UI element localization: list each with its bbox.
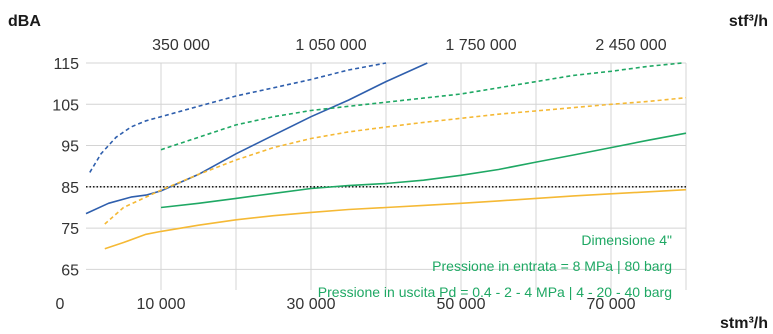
series-lines	[85, 62, 687, 250]
series-line-1	[89, 62, 387, 173]
x-tick-label: 30 000	[287, 296, 336, 313]
y-tick-label: 65	[61, 262, 79, 279]
annotation-outlet-pressure: Pressione in uscita Pd = 0.4 - 2 - 4 MPa…	[318, 284, 672, 300]
y-tick-labels: 115 105 95 85 75 65	[52, 56, 79, 279]
y-tick-label: 105	[52, 97, 79, 114]
annotation-size: Dimensione 4"	[581, 232, 672, 248]
x-tick-label: 50 000	[437, 296, 486, 313]
x2-axis-label: stf³/h	[729, 13, 768, 30]
series-line-2	[85, 62, 428, 215]
x-axis-label: stm³/h	[720, 315, 768, 332]
series-line-4	[160, 132, 687, 209]
x-tick-labels: 0 10 000 30 000 50 000 70 000	[56, 296, 636, 313]
x2-tick-labels: 350 000 1 050 000 1 750 000 2 450 000	[152, 37, 667, 54]
x-tick-label: 0	[56, 296, 65, 313]
x2-tick-label: 1 050 000	[295, 37, 366, 54]
grid	[86, 62, 687, 290]
series-line-5	[104, 96, 687, 225]
axis-labels: dBA stf³/h stm³/h	[8, 13, 768, 332]
y-tick-label: 95	[61, 139, 79, 156]
annotation-inlet-pressure: Pressione in entrata = 8 MPa | 80 barg	[432, 258, 672, 274]
y-tick-label: 75	[61, 221, 79, 238]
y-tick-label: 115	[53, 56, 79, 73]
series-line-3	[160, 62, 683, 151]
x2-tick-label: 350 000	[152, 37, 210, 54]
series-line-6	[104, 188, 687, 250]
y-tick-label: 85	[61, 180, 79, 197]
y-axis-label: dBA	[8, 13, 41, 30]
x2-tick-label: 1 750 000	[445, 37, 516, 54]
x2-tick-label: 2 450 000	[595, 37, 666, 54]
x-tick-label: 10 000	[137, 296, 186, 313]
x-tick-label: 70 000	[587, 296, 636, 313]
annotations: Dimensione 4" Pressione in entrata = 8 M…	[318, 232, 672, 300]
